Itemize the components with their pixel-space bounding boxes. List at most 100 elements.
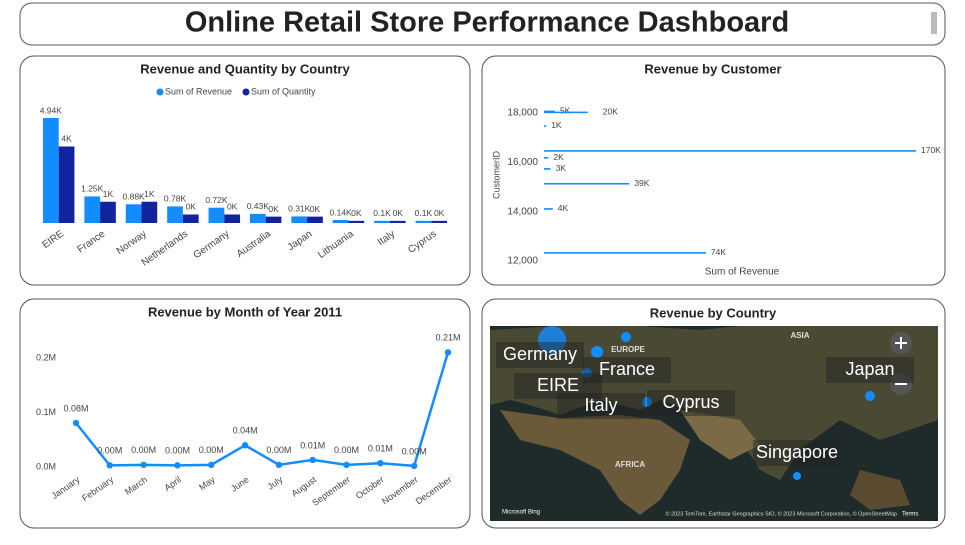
y-axis-label: CustomerID xyxy=(491,150,501,199)
map-attribution: © 2023 TomTom, Earthstar Geographics SIO… xyxy=(665,510,897,517)
chart-title: Revenue by Customer xyxy=(644,61,781,76)
panel xyxy=(19,55,471,286)
data-label: 0.00M xyxy=(334,445,359,455)
zoom-in-icon xyxy=(895,337,907,349)
data-label: 4.94K xyxy=(40,105,63,115)
data-label: 0.14K xyxy=(330,207,353,217)
region-label: EUROPE xyxy=(611,345,645,354)
data-label: 1K xyxy=(551,120,562,130)
bar xyxy=(544,111,588,114)
bar xyxy=(42,118,59,223)
data-label: 0.1K xyxy=(373,208,391,218)
map-bubble[interactable] xyxy=(538,326,566,354)
map-bubble[interactable] xyxy=(582,368,592,378)
data-label: 0.00M xyxy=(165,446,190,456)
bar xyxy=(431,220,448,223)
map-bubble[interactable] xyxy=(591,346,603,358)
bar xyxy=(389,220,406,223)
data-label: 4K xyxy=(558,203,569,213)
data-label: 2K xyxy=(553,152,564,162)
data-label: 0.01M xyxy=(300,440,325,450)
y-tick-label: 0.1M xyxy=(36,407,56,417)
chart-title: Revenue by Month of Year 2011 xyxy=(148,304,342,319)
bar xyxy=(544,125,547,127)
map-bubble[interactable] xyxy=(621,332,631,342)
data-label: 0K xyxy=(434,208,445,218)
map[interactable]: Germany EIRE France Italy Cyprus Japan Singapo… xyxy=(490,326,938,521)
scrollbar[interactable] xyxy=(931,12,937,34)
data-label: 0.08M xyxy=(63,403,88,413)
map-terms[interactable]: Terms xyxy=(902,512,918,518)
data-label: 0.21M xyxy=(435,333,460,343)
map-label: Italy xyxy=(584,395,617,415)
panel xyxy=(481,55,946,286)
data-label: 0K xyxy=(310,204,321,214)
bar xyxy=(332,220,349,223)
data-label: 20K xyxy=(603,107,618,117)
data-label: 0K xyxy=(393,208,404,218)
point xyxy=(377,459,384,467)
dashboard-title: Online Retail Store Performance Dashboar… xyxy=(185,7,789,39)
data-label: 0.1K xyxy=(415,208,433,218)
bar xyxy=(544,168,551,170)
map-label-bg xyxy=(496,342,584,368)
bar xyxy=(544,252,706,254)
y-tick-label: 16,000 xyxy=(507,157,538,168)
data-label: 0.01M xyxy=(368,444,393,454)
data-label: 0.00M xyxy=(199,445,224,455)
bar xyxy=(58,146,75,223)
chart-title: Revenue by Country xyxy=(650,305,777,320)
bar xyxy=(182,214,199,223)
map-land xyxy=(850,470,910,510)
map-label-bg xyxy=(753,440,841,466)
data-label: 0.31K xyxy=(288,204,311,214)
point xyxy=(140,461,147,469)
x-axis-label: Sum of Revenue xyxy=(705,267,780,278)
title-box xyxy=(19,2,946,46)
bar xyxy=(415,220,432,223)
point xyxy=(241,442,249,449)
map-label: France xyxy=(599,359,655,379)
bar xyxy=(291,216,308,223)
legend-marker xyxy=(242,88,250,96)
map-label-bg xyxy=(583,357,671,383)
y-tick-label: 0.0M xyxy=(36,461,56,471)
data-label: 0K xyxy=(351,208,362,218)
map-brand: Microsoft Bing xyxy=(502,510,540,516)
region-label: ASIA xyxy=(790,331,809,340)
map-label-bg xyxy=(557,393,645,419)
data-label: 5K xyxy=(560,106,571,116)
region-label: AFRICA xyxy=(615,460,645,469)
bar xyxy=(100,201,116,223)
data-label: 0K xyxy=(186,202,197,212)
bar xyxy=(249,213,266,223)
map-label: EIRE xyxy=(537,375,579,395)
data-label: 1K xyxy=(103,189,114,199)
map-bubble[interactable] xyxy=(793,472,801,480)
point xyxy=(309,456,316,464)
point xyxy=(106,462,114,469)
data-label: 0.88K xyxy=(123,192,146,202)
legend-label: Sum of Quantity xyxy=(251,86,316,96)
point xyxy=(275,461,283,469)
map-label: Japan xyxy=(845,359,894,379)
data-label: 1K xyxy=(144,189,155,199)
data-label: 0.00M xyxy=(131,445,156,455)
data-label: 170K xyxy=(921,145,941,155)
map-label-bg xyxy=(826,357,914,383)
point xyxy=(444,349,452,356)
data-label: 3K xyxy=(556,163,567,173)
chart-title: Revenue and Quantity by Country xyxy=(140,61,350,76)
map-bubble[interactable] xyxy=(865,391,875,401)
bar xyxy=(544,182,630,185)
data-label: 0.43K xyxy=(247,201,270,211)
map-land xyxy=(680,410,760,460)
y-tick-label: 12,000 xyxy=(507,256,538,267)
map-label: Germany xyxy=(503,344,577,364)
bar xyxy=(544,110,555,113)
bar xyxy=(544,208,553,210)
bar xyxy=(167,206,183,223)
map-bubble[interactable] xyxy=(642,397,652,407)
bar xyxy=(374,220,390,223)
